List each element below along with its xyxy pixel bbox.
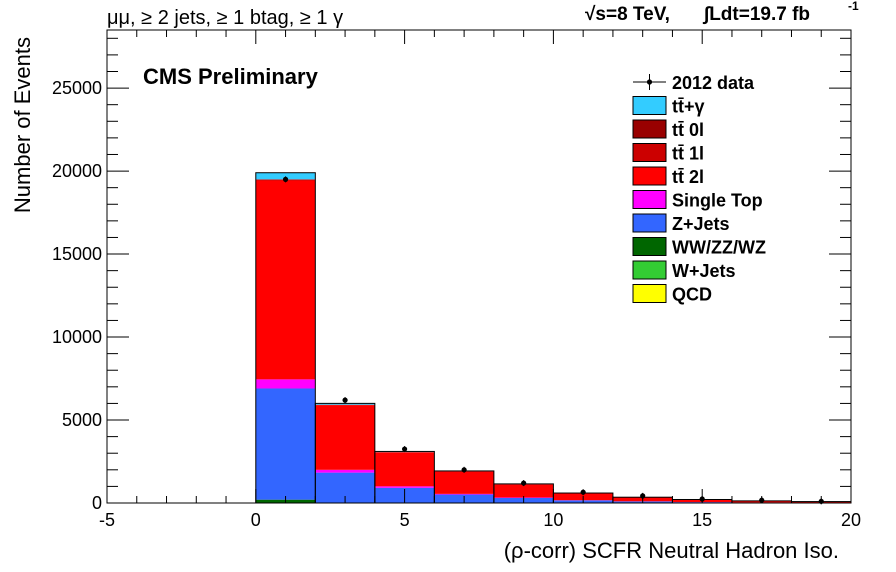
y-tick-label: 25000 (52, 78, 102, 98)
y-tick-label: 10000 (52, 327, 102, 347)
luminosity-exponent: -1 (848, 0, 859, 13)
legend-swatch-ww-zz-wz (632, 237, 667, 256)
x-tick-label: 5 (400, 510, 410, 530)
legend-label-2012-data: 2012 data (672, 73, 755, 93)
legend-label-tt-2l: tt̄ 2l (672, 167, 704, 187)
bar-single-top-bin-1 (315, 469, 375, 473)
x-axis-title: (ρ-corr) SCFR Neutral Hadron Iso. (504, 538, 839, 563)
x-tick-label: -5 (99, 510, 115, 530)
legend: 2012 data tt̄+γ tt̄ 0l tt̄ 1l tt̄ 2l Single T… (632, 73, 766, 305)
bar-tt-2l-bin-0 (255, 180, 316, 380)
bar-tt-2l-bin-4 (493, 484, 554, 498)
y-axis-title: Number of Events (10, 37, 35, 213)
energy-label: √s=8 TeV, (585, 4, 670, 25)
bar-single-top-bin-2 (374, 486, 435, 488)
legend-swatch-qcd (632, 284, 667, 303)
legend-swatch-z-jets (632, 213, 667, 233)
y-tick-label: 0 (92, 493, 102, 513)
luminosity-label: ∫Ldt=19.7 fb (702, 4, 810, 25)
legend-label-w-jets: W+Jets (672, 261, 736, 281)
legend-swatch-w-jets (632, 260, 667, 280)
legend-swatch-tt-0l (632, 119, 667, 139)
legend-label-ww-zz-wz: WW/ZZ/WZ (672, 238, 766, 258)
channel-title: μμ, ≥ 2 jets, ≥ 1 btag, ≥ 1 γ (107, 7, 343, 29)
x-tick-label: 10 (543, 510, 563, 530)
plot-frame (106, 29, 852, 504)
bar-single-top-bin-0 (255, 379, 316, 389)
stacked-bars (255, 172, 852, 504)
legend-label-tt-: tt̄+γ (672, 97, 705, 117)
bar-tt-2l-bin-3 (434, 471, 494, 494)
y-tick-label: 15000 (52, 244, 102, 264)
x-tick-label: 0 (251, 510, 261, 530)
x-tick-label: 15 (692, 510, 712, 530)
bar-tt-2l-bin-1 (315, 405, 375, 470)
bar-single-top-bin-3 (434, 493, 494, 495)
legend-label-single-top: Single Top (672, 191, 763, 211)
y-tick-label: 20000 (52, 161, 102, 181)
legend-marker-data (646, 79, 653, 85)
y-tick-label: 5000 (62, 410, 102, 430)
bar-tt-2l-bin-2 (374, 452, 435, 487)
bar-tt--bin-1 (315, 403, 375, 405)
cms-preliminary-label: CMS Preliminary (143, 64, 319, 89)
legend-label-z-jets: Z+Jets (672, 214, 730, 234)
legend-label-qcd: QCD (672, 285, 712, 305)
legend-swatch-tt-2l (632, 166, 667, 186)
bar-z-jets-bin-0 (255, 388, 316, 500)
legend-swatch-single-top (632, 190, 667, 209)
x-tick-label: 20 (841, 510, 861, 530)
legend-label-tt-0l: tt̄ 0l (672, 120, 704, 140)
legend-swatch-tt-1l (632, 143, 667, 162)
legend-label-tt-1l: tt̄ 1l (672, 144, 704, 164)
bar-tt--bin-0 (255, 172, 316, 180)
legend-swatch-tt- (632, 96, 667, 115)
